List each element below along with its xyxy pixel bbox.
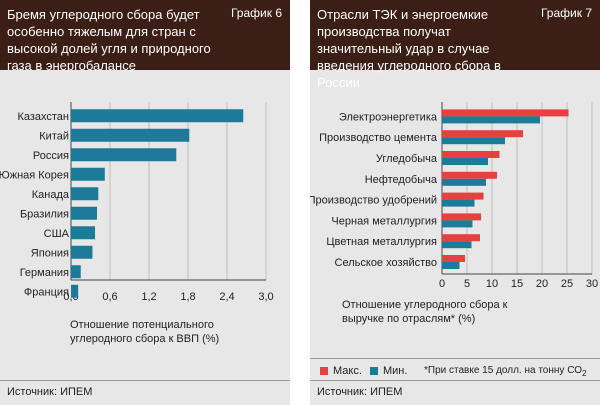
legend-min-label: Мин. <box>383 365 408 377</box>
bar-min <box>442 262 460 269</box>
category-label: Нефтедобыча <box>365 174 438 186</box>
bar-min <box>442 116 540 124</box>
bar <box>71 265 81 279</box>
bar-max <box>442 130 523 138</box>
chart-label-right: График 7 <box>540 6 592 20</box>
bar-min <box>442 178 486 186</box>
source-left: Источник: ИПЕМ <box>7 386 93 398</box>
x-tick-label: 5 <box>464 278 470 290</box>
footnote-subscript: 2 <box>581 368 587 378</box>
category-label: США <box>44 228 70 240</box>
category-label: Производство удобрений <box>310 195 437 207</box>
legend-divider <box>310 358 600 359</box>
bar-max <box>442 151 500 158</box>
bar <box>71 284 79 298</box>
category-label: Угледобыча <box>376 153 438 165</box>
bar <box>71 167 105 181</box>
chart-title-left: Бремя углеродного сбора будет особенно т… <box>7 7 211 73</box>
x-tick-label: 30 <box>586 278 598 290</box>
bar <box>71 245 93 259</box>
bar-min <box>442 137 505 145</box>
category-label: Электроэнергетика <box>339 111 438 123</box>
x-tick-label: 1,2 <box>141 291 156 303</box>
footnote-text: *При ставке 15 долл. на тонну СО <box>424 365 582 376</box>
category-label: Сельское хозяйство <box>335 257 437 269</box>
chart-header-right: Отрасли ТЭК и энергоемкие производства п… <box>310 0 600 90</box>
bar-max <box>442 109 569 117</box>
category-label: Черная металлургия <box>331 215 437 227</box>
bar-min <box>442 241 472 249</box>
x-tick-label: 0,6 <box>102 291 117 303</box>
x-axis-title-left: Отношение потенциального углеродного сбо… <box>70 319 220 345</box>
bar-min <box>442 199 475 207</box>
bar-max <box>442 213 481 221</box>
bar-min <box>442 220 473 228</box>
category-label: Казахстан <box>17 111 69 123</box>
bar <box>71 128 190 142</box>
x-tick-label: 3,0 <box>258 291 273 303</box>
bar-max <box>442 234 480 242</box>
category-label: Бразилия <box>20 208 69 220</box>
x-tick-label: 20 <box>536 278 548 290</box>
category-label: Китай <box>39 130 69 142</box>
footer-divider-left <box>0 380 290 381</box>
chart-panel-left: Бремя углеродного сбора будет особенно т… <box>0 0 290 405</box>
x-tick-label: 25 <box>561 278 573 290</box>
bar <box>71 226 96 240</box>
legend-min: Мин. <box>370 365 407 377</box>
bar <box>71 148 177 162</box>
bar <box>71 109 244 123</box>
chart-header-left: Бремя углеродного сбора будет особенно т… <box>0 0 290 73</box>
x-tick-label: 0 <box>439 278 445 290</box>
category-label: Германия <box>20 267 69 279</box>
x-tick-label: 15 <box>511 278 523 290</box>
chart-label-left: График 6 <box>230 6 282 20</box>
bar-chart-right: 0 5 10 15 20 25 30 Электроэнергетика Производств… <box>310 102 598 290</box>
category-label: Канада <box>32 189 70 201</box>
footnote: *При ставке 15 долл. на тонну СО2 <box>424 365 587 378</box>
legend-max-swatch <box>320 367 328 375</box>
legend-max-label: Макс. <box>333 365 362 377</box>
x-tick-label: 1,8 <box>180 291 195 303</box>
source-right: Источник: ИПЕМ <box>317 386 403 398</box>
chart-title-right: Отрасли ТЭК и энергоемкие производства п… <box>317 7 501 90</box>
category-label: Франция <box>24 286 69 298</box>
x-axis-title-right: Отношение углеродного сбора к выручке по… <box>342 299 508 325</box>
chart-panel-right: Отрасли ТЭК и энергоемкие производства п… <box>310 0 600 405</box>
bar-min <box>442 158 488 165</box>
bar <box>71 206 97 220</box>
footer-divider-right <box>310 380 600 381</box>
bar <box>71 187 99 201</box>
bar-max <box>442 192 484 200</box>
bar-max <box>442 171 497 179</box>
bar-chart-left: 0,00,61,21,82,43,0КазахстанКитайРоссияЮж… <box>0 102 274 303</box>
legend-min-swatch <box>370 367 378 375</box>
x-tick-label: 2,4 <box>219 291 234 303</box>
category-label: Цветная металлургия <box>326 236 437 248</box>
x-tick-label: 10 <box>486 278 498 290</box>
legend-max: Макс. <box>320 365 362 377</box>
category-label: Южная Корея <box>0 169 69 181</box>
category-label: Япония <box>31 247 69 259</box>
category-label: Россия <box>33 150 69 162</box>
category-label: Производство цемента <box>319 132 438 144</box>
bar-max <box>442 255 465 262</box>
